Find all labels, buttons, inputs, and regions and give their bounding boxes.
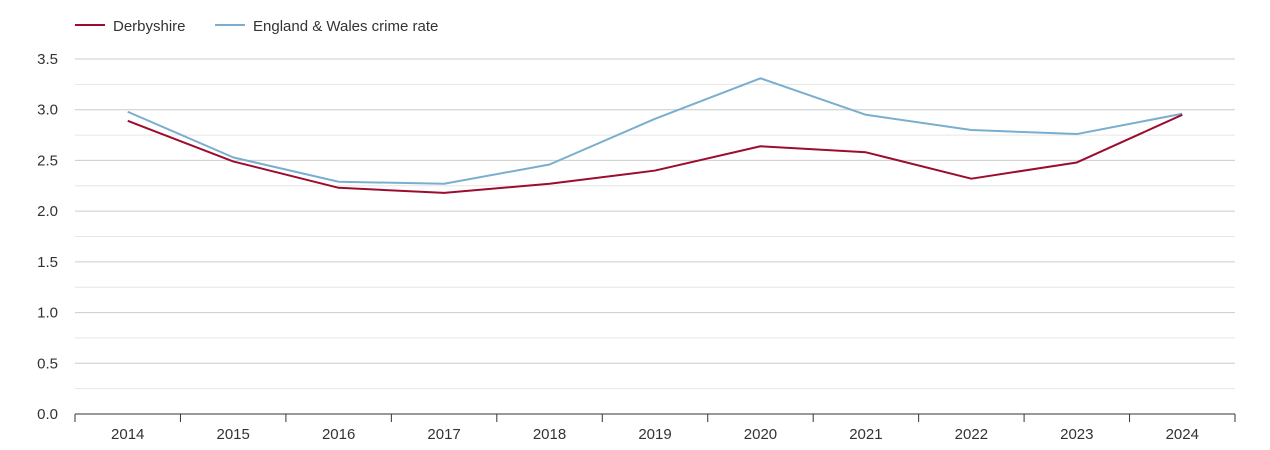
legend: Derbyshire England & Wales crime rate (75, 18, 438, 35)
legend-label-derbyshire: Derbyshire (113, 18, 186, 35)
data-point-england-wales-crime-rate[interactable] (967, 126, 975, 134)
x-tick-label: 2014 (111, 426, 144, 443)
series-line-derbyshire[interactable] (127, 113, 1183, 194)
data-point-derbyshire[interactable] (967, 175, 975, 183)
data-point-derbyshire[interactable] (546, 180, 554, 188)
x-tick-label: 2017 (427, 426, 460, 443)
data-point-england-wales-crime-rate[interactable] (756, 74, 764, 82)
x-tick-label: 2016 (322, 426, 355, 443)
data-point-derbyshire[interactable] (229, 157, 237, 165)
x-axis-ticks: 2014 2015 2016 2017 2018 2019 2020 2021 2022 2023… (74, 414, 1236, 443)
y-axis-ticks: 0.0 0.5 1.0 1.5 2.0 2.5 3.0 3.5 (37, 51, 58, 423)
data-point-england-wales-crime-rate[interactable] (124, 108, 132, 116)
data-point-derbyshire[interactable] (335, 184, 343, 192)
data-point-derbyshire[interactable] (862, 148, 870, 156)
y-tick-label: 0.0 (37, 406, 58, 423)
series-line-england-wales-crime-rate[interactable] (127, 77, 1183, 185)
x-tick-label: 2023 (1060, 426, 1093, 443)
data-point-england-wales-crime-rate[interactable] (651, 115, 659, 123)
data-point-derbyshire[interactable] (440, 189, 448, 197)
legend-item-england-wales[interactable]: England & Wales crime rate (215, 18, 438, 35)
x-tick-label: 2022 (955, 426, 988, 443)
data-point-england-wales-crime-rate[interactable] (862, 111, 870, 119)
x-tick-label: 2018 (533, 426, 566, 443)
grid-lines (75, 58, 1235, 390)
data-point-england-wales-crime-rate[interactable] (546, 160, 554, 168)
series-group (124, 74, 1186, 197)
data-point-derbyshire[interactable] (1073, 158, 1081, 166)
data-point-england-wales-crime-rate[interactable] (1073, 130, 1081, 138)
y-tick-label: 2.5 (37, 152, 58, 169)
y-tick-label: 3.5 (37, 51, 58, 68)
x-tick-label: 2024 (1166, 426, 1199, 443)
legend-label-england-wales: England & Wales crime rate (253, 18, 438, 35)
y-tick-label: 3.0 (37, 102, 58, 119)
y-tick-label: 2.0 (37, 203, 58, 220)
data-point-derbyshire[interactable] (651, 167, 659, 175)
y-tick-label: 0.5 (37, 355, 58, 372)
x-tick-label: 2020 (744, 426, 777, 443)
legend-item-derbyshire[interactable]: Derbyshire (75, 18, 186, 35)
data-point-derbyshire[interactable] (124, 117, 132, 125)
x-tick-label: 2015 (216, 426, 249, 443)
y-tick-label: 1.5 (37, 254, 58, 271)
data-point-derbyshire[interactable] (1178, 111, 1186, 119)
data-point-derbyshire[interactable] (756, 142, 764, 150)
x-tick-label: 2019 (638, 426, 671, 443)
data-point-england-wales-crime-rate[interactable] (440, 180, 448, 188)
x-tick-label: 2021 (849, 426, 882, 443)
y-tick-label: 1.0 (37, 305, 58, 322)
